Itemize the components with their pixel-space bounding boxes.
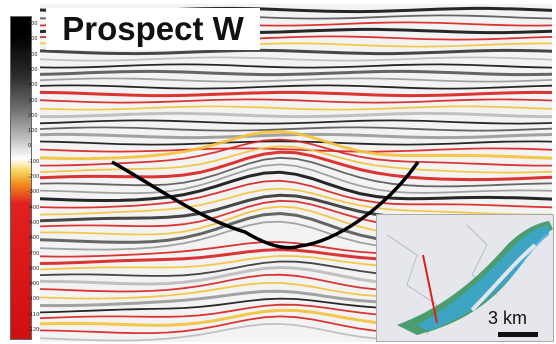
- seismic-reflector: [40, 119, 552, 125]
- seismic-reflector: [40, 63, 552, 69]
- seismic-reflector: [40, 69, 552, 77]
- seismic-reflector: [40, 84, 552, 90]
- title-box: Prospect W: [46, 8, 260, 50]
- scale-label: 3 km: [488, 308, 528, 328]
- inset-channel-blue: [417, 225, 549, 331]
- seismic-reflector: [40, 163, 552, 195]
- colorbar-tick-label: 400: [28, 82, 38, 89]
- colorbar-tick-label: 0: [28, 143, 32, 150]
- seismic-reflector: [40, 170, 552, 203]
- colorbar-tick-label: -700: [28, 250, 40, 257]
- colorbar-tick-label: 800: [28, 21, 38, 27]
- seismic-reflector: [40, 179, 552, 209]
- seismic-reflector: [40, 90, 552, 98]
- seismic-reflector: [40, 187, 552, 216]
- colorbar-tick-label: -500: [28, 219, 40, 226]
- colorbar-tick-label: -600: [28, 235, 40, 242]
- seismic-reflector: [40, 77, 552, 83]
- profile-line: [422, 254, 438, 324]
- colorbar-tick-label: -1000: [28, 296, 43, 303]
- colorbar-tick-label: 700: [28, 36, 38, 43]
- seismic-reflector: [40, 140, 552, 146]
- colorbar-tick-label: 600: [28, 51, 38, 58]
- colorbar-tick-label: 100: [28, 128, 38, 135]
- colorbar-tick-label: 200: [28, 112, 38, 119]
- colorbar-tick-label: -300: [28, 189, 40, 196]
- trap-outline: [111, 160, 420, 250]
- colorbar-tick-label: 300: [28, 97, 38, 104]
- seismic-reflector: [40, 126, 552, 132]
- inset-map-graphic: [377, 215, 553, 341]
- colorbar-tick-label: -1200: [28, 327, 43, 333]
- colorbar-tick-label: -1100: [28, 311, 43, 318]
- seismic-reflector: [40, 48, 552, 56]
- seismic-reflector: [40, 111, 552, 119]
- amplitude-colorbar: [10, 16, 32, 340]
- colorbar-tick-label: 500: [28, 66, 38, 73]
- colorbar-tick-label: -100: [28, 158, 40, 165]
- seismic-reflector: [40, 156, 552, 188]
- colorbar-tick-label: -800: [28, 265, 40, 272]
- seismic-reflector: [40, 150, 552, 182]
- seismic-reflector: [40, 129, 552, 161]
- seismic-reflector: [40, 147, 552, 153]
- inset-map: [376, 214, 554, 342]
- colorbar-tick-label: -900: [28, 281, 40, 288]
- prospect-title: Prospect W: [62, 10, 244, 47]
- colorbar-axis: 800 700 600 500 400 300 200 100 0 -100 -200 -300 -40…: [28, 16, 43, 338]
- scale-bar: [498, 332, 538, 337]
- colorbar-tick-label: -200: [28, 174, 40, 180]
- seismic-reflector: [40, 105, 552, 111]
- seismic-reflector: [40, 98, 552, 104]
- seismic-reflector: [40, 138, 552, 167]
- seismic-reflector: [40, 56, 552, 62]
- colorbar-tick-label: -400: [28, 204, 40, 211]
- seismic-reflector: [40, 132, 552, 140]
